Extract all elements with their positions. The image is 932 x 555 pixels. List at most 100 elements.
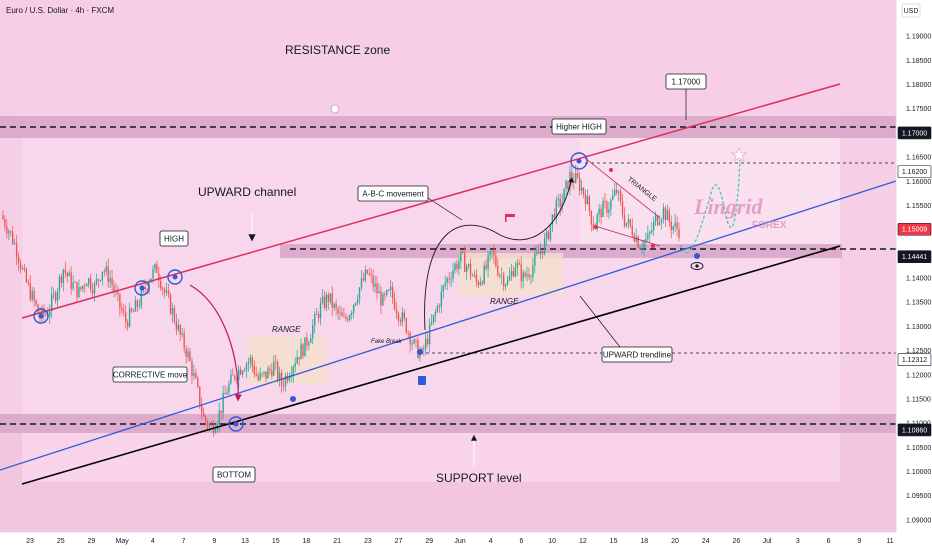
candle-body	[169, 294, 172, 315]
alert-bell-icon[interactable]	[330, 104, 340, 114]
candle-body	[345, 316, 347, 319]
y-tick-label: 1.12000	[906, 372, 931, 379]
y-tick-label: 1.19000	[906, 34, 931, 41]
mid-zone-band	[280, 244, 842, 258]
candle-body	[608, 209, 610, 213]
candle-body	[206, 421, 209, 427]
x-tick-label: 29	[425, 538, 433, 545]
candle-body	[639, 247, 641, 250]
candle-body	[423, 348, 425, 350]
candle-body	[292, 366, 294, 375]
x-tick-label: 15	[272, 538, 280, 545]
candle-body	[113, 284, 115, 292]
y-tick-label: 1.14000	[906, 276, 931, 283]
y-axis-labels: 1.190001.185001.180001.175001.170001.165…	[906, 34, 931, 525]
candle-body	[432, 314, 435, 323]
x-tick-label: 18	[640, 538, 648, 545]
candle-body	[37, 304, 39, 313]
candle-body	[329, 293, 331, 302]
flag-icon	[505, 214, 515, 217]
candle-body	[187, 351, 189, 357]
price-tag-box	[897, 126, 932, 140]
candle-body	[384, 294, 386, 295]
candle-body	[138, 305, 141, 307]
candle-body	[553, 214, 556, 218]
candle-body	[310, 338, 312, 343]
y-tick-label: 1.18000	[906, 82, 931, 89]
candle-body	[327, 294, 330, 302]
candle-body	[126, 322, 129, 327]
support-trendline	[21, 245, 841, 485]
candle-body	[232, 374, 234, 376]
candle-body	[91, 289, 94, 294]
candle-body	[465, 266, 468, 272]
candle-body	[66, 272, 68, 277]
candle-body	[308, 342, 310, 346]
candle-body	[8, 231, 10, 234]
candle-body	[294, 363, 296, 367]
candle-body	[152, 269, 154, 279]
triangle-point	[594, 225, 598, 229]
y-tick-label: 1.12500	[906, 348, 931, 355]
candle-body	[571, 171, 573, 181]
candle-body	[300, 344, 302, 360]
candle-body	[565, 181, 567, 189]
candle-body	[193, 372, 195, 377]
candle-body	[493, 250, 495, 256]
eye-icon	[690, 262, 704, 270]
time-axis[interactable]	[0, 532, 896, 550]
candle-body	[226, 392, 228, 395]
upward-trendline-box	[601, 346, 673, 363]
candle-body	[662, 207, 665, 220]
candle-body	[590, 210, 593, 225]
candle-body	[520, 264, 522, 282]
candle-body	[606, 201, 608, 213]
candle-body	[643, 241, 645, 249]
candle-body	[17, 256, 20, 263]
y-tick-label: 1.11500	[906, 396, 931, 403]
candle-body	[444, 282, 446, 286]
candle-body	[666, 210, 669, 221]
candle-body	[271, 370, 273, 376]
candle-body	[15, 243, 18, 257]
corrective-move-label: CORRECTIVE move	[113, 371, 188, 380]
candle-body	[144, 286, 146, 290]
candle-body	[247, 362, 250, 365]
target-label: 1.17000	[672, 78, 701, 87]
candle-body	[641, 248, 643, 250]
candle-body	[555, 199, 557, 218]
candle-body	[296, 357, 298, 364]
candle-body	[162, 288, 164, 290]
price-axis[interactable]	[896, 0, 932, 550]
x-tick-label: 23	[26, 538, 34, 545]
candle-body	[163, 289, 166, 293]
y-tick-label: 1.10500	[906, 445, 931, 452]
candle-body	[337, 308, 339, 314]
x-tick-label: May	[116, 538, 130, 545]
candle-body	[362, 278, 365, 281]
candle-body	[547, 231, 550, 240]
resistance-zone-label: RESISTANCE zone	[285, 43, 390, 57]
candle-body	[582, 187, 585, 195]
bottom-label-box	[212, 466, 256, 483]
candle-body	[173, 308, 176, 322]
pivot-dot	[172, 274, 178, 280]
candle-body	[62, 269, 65, 283]
news-event-icon[interactable]	[418, 376, 426, 385]
candle-body	[386, 290, 388, 295]
symbol-title[interactable]: Euro / U.S. Dollar · 4h · FXCM	[6, 6, 114, 15]
touch-dot	[417, 349, 423, 355]
candle-body	[208, 424, 211, 427]
candle-body	[4, 218, 6, 227]
candle-body	[136, 300, 139, 307]
candle-body	[74, 282, 76, 283]
upward-channel-line	[21, 83, 841, 319]
upward-channel-label: UPWARD channel	[198, 185, 296, 199]
candle-body	[333, 303, 335, 308]
candle-body	[522, 272, 524, 282]
candle-body	[202, 412, 205, 417]
candle-body	[477, 282, 480, 285]
candle-body	[54, 293, 57, 301]
